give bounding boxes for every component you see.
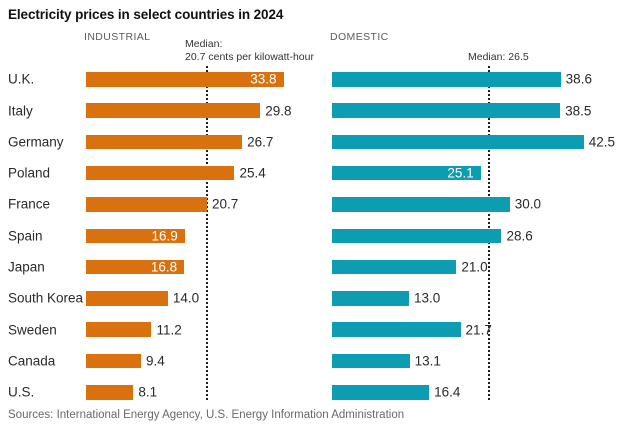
bar-value-label: 21.7 [465,322,492,338]
country-label: Spain [8,228,43,244]
domestic-bar [332,72,561,87]
bar-value-label: 42.5 [588,134,616,150]
industrial-bar [86,385,134,400]
industrial-bar [86,291,168,306]
domestic-bar [332,353,410,369]
country-label: Italy [8,103,33,119]
industrial-median-label-line1: Median: [185,38,223,50]
bar-value-label: 14.0 [172,290,200,306]
country-label: Japan [8,259,45,275]
bar-value-label: 38.5 [565,103,592,119]
bar-value-label: 20.7 [212,196,239,212]
source-note: Sources: International Energy Agency, U.… [8,409,405,421]
bar-value-label: 30.0 [514,196,542,212]
domestic-bar [332,197,510,212]
industrial-bar [86,134,243,150]
industrial-bar [86,353,141,369]
domestic-bar [332,228,502,243]
bar-value-label: 25.1 [447,165,474,181]
industrial-bar [86,259,185,275]
domestic-median-label: Median: 26.5 [468,51,529,64]
bar-value-label: 11.2 [156,322,182,338]
country-label: Germany [8,134,64,150]
domestic-median-label-line1: Median: 26.5 [468,51,529,63]
industrial-bar [86,72,284,87]
bar-value-label: 21.0 [461,259,488,275]
country-label: South Korea [8,290,84,306]
domestic-bar [332,165,481,181]
industrial-bar [86,103,261,118]
industrial-median-label: Median: 20.7 cents per kilowatt-hour [185,38,314,64]
bar-value-label: 25.4 [239,165,266,181]
country-label: U.S. [8,384,35,400]
bar-value-label: 16.4 [434,384,461,400]
country-label: Sweden [8,322,57,338]
bar-value-label: 13.1 [414,353,441,369]
domestic-bar [332,259,457,275]
bar-value-label: 28.6 [506,228,533,244]
industrial-bar [86,228,185,243]
industrial-median-label-line2: 20.7 cents per kilowatt-hour [185,51,314,63]
domestic-bar [332,134,584,150]
chart-title: Electricity prices in select countries i… [8,7,284,22]
domestic-bar [332,291,410,306]
industrial-bar [86,197,207,212]
panel-header-domestic: DOMESTIC [330,31,389,43]
industrial-bar [86,322,152,337]
domestic-bar [332,103,561,118]
country-label: U.K. [8,71,35,87]
bar-value-label: 9.4 [145,353,165,369]
industrial-bar [86,165,235,181]
country-label: France [8,196,51,212]
bar-value-label: 26.7 [247,134,274,150]
industrial-median-line [206,66,208,400]
bar-value-label: 29.8 [265,103,292,119]
country-label: Poland [8,165,51,181]
bar-value-label: 8.1 [138,384,158,400]
bar-value-label: 16.9 [151,228,178,244]
domestic-bar [332,385,430,400]
bar-value-label: 16.8 [150,259,178,275]
bar-value-label: 33.8 [250,71,277,87]
domestic-bar [332,322,461,337]
panel-header-industrial: INDUSTRIAL [84,31,151,43]
country-label: Canada [8,353,56,369]
bar-value-label: 13.0 [414,290,441,306]
bar-value-label: 38.6 [565,71,592,87]
